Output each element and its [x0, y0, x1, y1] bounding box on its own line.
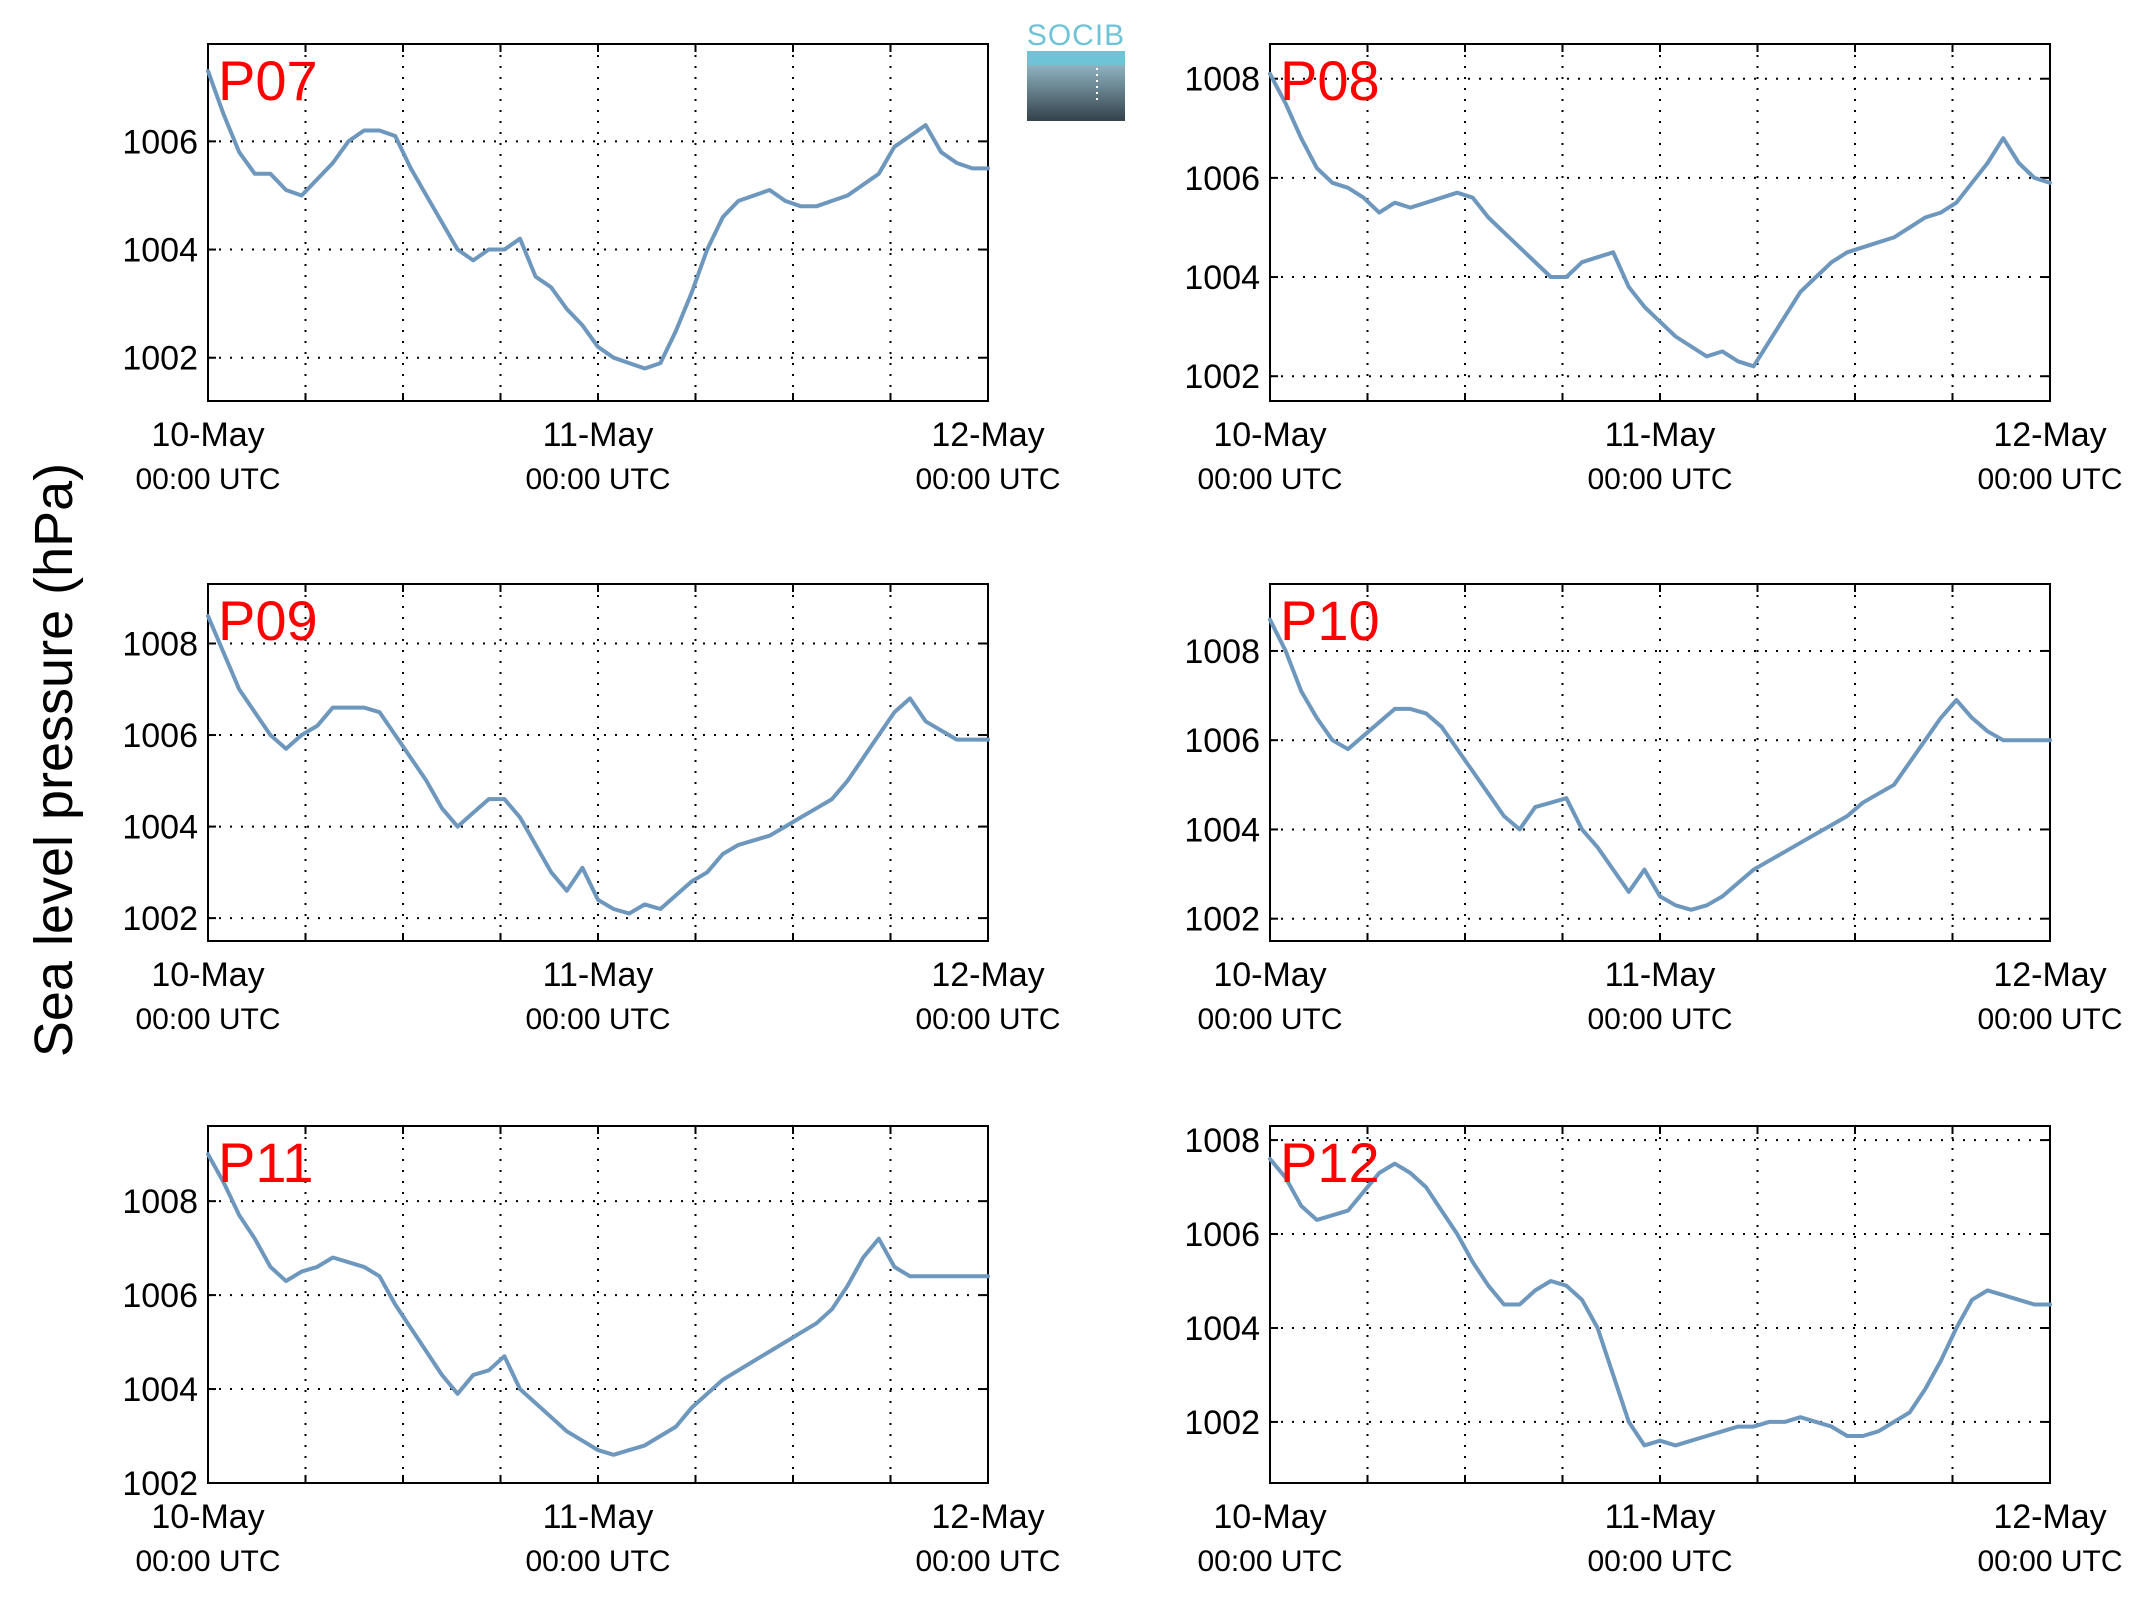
panel-label: P09 [218, 589, 318, 652]
logo-gradient-block [1027, 65, 1125, 121]
x-tick-sublabel: 00:00 UTC [1977, 463, 2122, 496]
x-tick-sublabel: 00:00 UTC [1197, 463, 1342, 496]
y-tick-label: 1008 [1184, 633, 1260, 671]
panel-label: P11 [218, 1131, 313, 1194]
x-tick-label: 12-May [931, 416, 1044, 454]
x-tick-label: 12-May [931, 956, 1044, 994]
figure-y-axis-label: Sea level pressure (hPa) [24, 463, 84, 1057]
y-tick-label: 1006 [1184, 160, 1260, 198]
series-line [206, 1152, 990, 1457]
x-tick-label: 10-May [151, 956, 264, 994]
y-tick-label: 1006 [122, 123, 198, 161]
x-tick-sublabel: 00:00 UTC [1587, 463, 1732, 496]
y-tick-label: 1006 [122, 1277, 198, 1315]
x-tick-label: 12-May [1993, 956, 2106, 994]
panels-container: 1002 1004 1006 10-May 00:00 UTC 11-May 00:00 U… [122, 43, 2123, 1578]
x-tick-label: 11-May [543, 416, 654, 454]
x-tick-sublabel: 00:00 UTC [135, 1545, 280, 1578]
y-tick-label: 1004 [1184, 1310, 1260, 1348]
x-tick-label: 10-May [1213, 416, 1326, 454]
y-tick-label: 1004 [122, 809, 198, 847]
x-tick-sublabel: 00:00 UTC [915, 463, 1060, 496]
y-tick-label: 1002 [122, 1465, 198, 1503]
series-line [206, 69, 990, 371]
y-tick-label: 1004 [122, 1371, 198, 1409]
panel-p12: 1002 1004 1006 1008 10-May 00:00 UTC 11-May 00:… [1184, 1122, 2122, 1578]
y-tick-label: 1004 [1184, 259, 1260, 297]
x-tick-label: 12-May [1993, 416, 2106, 454]
y-tick-label: 1002 [1184, 901, 1260, 939]
panel-p07: 1002 1004 1006 10-May 00:00 UTC 11-May 00:00 U… [122, 43, 1061, 496]
series-line [1268, 71, 2052, 369]
y-tick-label: 1006 [1184, 1216, 1260, 1254]
socib-logo: SOCIB [1027, 19, 1125, 121]
x-tick-sublabel: 00:00 UTC [1977, 1545, 2122, 1578]
plot-frame [207, 583, 989, 942]
panel-p09: 1002 1004 1006 1008 10-May 00:00 UTC 11-May 00:… [122, 583, 1061, 1036]
panel-label: P10 [1280, 589, 1380, 652]
plot-frame [1269, 43, 2051, 402]
y-tick-label: 1008 [122, 1183, 198, 1221]
x-tick-sublabel: 00:00 UTC [1587, 1003, 1732, 1036]
y-tick-label: 1004 [1184, 811, 1260, 849]
y-tick-label: 1004 [122, 232, 198, 270]
y-tick-label: 1002 [122, 900, 198, 938]
x-tick-label: 11-May [1605, 956, 1716, 994]
y-tick-label: 1002 [122, 340, 198, 378]
x-tick-sublabel: 00:00 UTC [1587, 1545, 1732, 1578]
x-tick-label: 11-May [543, 1498, 654, 1536]
series-line [1268, 1156, 2052, 1448]
y-tick-label: 1008 [1184, 61, 1260, 99]
x-tick-label: 11-May [543, 956, 654, 994]
panel-p08: 1002 1004 1006 1008 10-May 00:00 UTC 11-May 00:… [1184, 43, 2123, 496]
x-tick-sublabel: 00:00 UTC [1197, 1003, 1342, 1036]
logo-text: SOCIB [1027, 19, 1125, 52]
y-tick-label: 1008 [1184, 1122, 1260, 1160]
y-tick-label: 1002 [1184, 358, 1260, 396]
x-tick-sublabel: 00:00 UTC [1197, 1545, 1342, 1578]
panel-label: P07 [218, 49, 318, 112]
panel-p11: 1002 1004 1006 1008 10-May 00:00 UTC 11-May 00:… [122, 1125, 1061, 1578]
plot-frame [1269, 583, 2051, 942]
plot-frame [1269, 1125, 2051, 1484]
x-tick-sublabel: 00:00 UTC [525, 1003, 670, 1036]
y-tick-label: 1006 [1184, 722, 1260, 760]
plot-frame [207, 1125, 989, 1484]
panel-label: P08 [1280, 49, 1380, 112]
panel-p10: 1002 1004 1006 1008 10-May 00:00 UTC 11-May 00:… [1184, 583, 2123, 1036]
x-tick-label: 11-May [1605, 1498, 1716, 1536]
series-line [206, 614, 990, 916]
x-tick-label: 12-May [931, 1498, 1044, 1536]
logo-top-band [1027, 51, 1125, 65]
x-tick-label: 12-May [1993, 1498, 2106, 1536]
x-tick-sublabel: 00:00 UTC [915, 1545, 1060, 1578]
x-tick-label: 10-May [151, 1498, 264, 1536]
x-tick-label: 10-May [1213, 956, 1326, 994]
x-tick-sublabel: 00:00 UTC [525, 1545, 670, 1578]
y-tick-label: 1002 [1184, 1404, 1260, 1442]
y-tick-label: 1006 [122, 717, 198, 755]
x-tick-sublabel: 00:00 UTC [1977, 1003, 2122, 1036]
y-tick-label: 1008 [122, 626, 198, 664]
x-tick-label: 10-May [151, 416, 264, 454]
series-line [1268, 617, 2052, 912]
x-tick-label: 11-May [1605, 416, 1716, 454]
x-tick-label: 10-May [1213, 1498, 1326, 1536]
x-tick-sublabel: 00:00 UTC [135, 1003, 280, 1036]
x-tick-sublabel: 00:00 UTC [525, 463, 670, 496]
x-tick-sublabel: 00:00 UTC [135, 463, 280, 496]
x-tick-sublabel: 00:00 UTC [915, 1003, 1060, 1036]
panel-label: P12 [1280, 1131, 1380, 1194]
